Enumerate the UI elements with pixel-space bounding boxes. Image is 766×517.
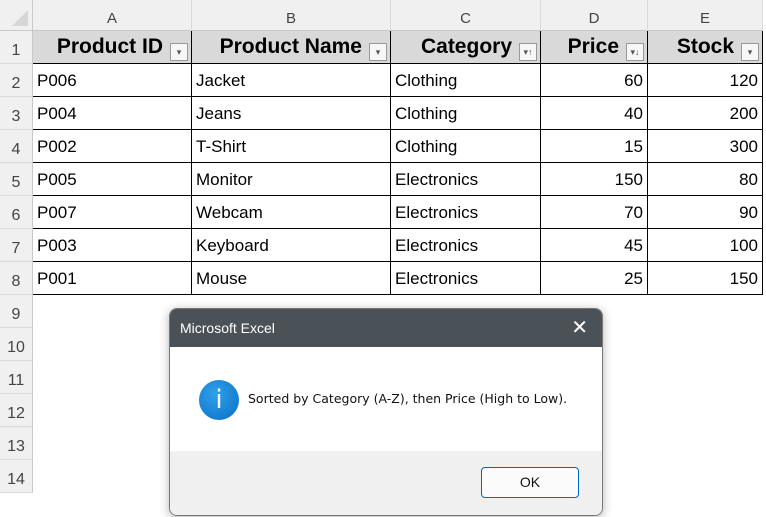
row-header-4[interactable]: 4 bbox=[0, 130, 33, 163]
table-cell[interactable]: Monitor bbox=[192, 163, 391, 196]
row-header-1[interactable]: 1 bbox=[0, 31, 33, 64]
table-cell[interactable]: 100 bbox=[648, 229, 763, 262]
column-header-a[interactable]: A bbox=[33, 0, 192, 31]
header-label: Category bbox=[420, 35, 512, 58]
column-header-d[interactable]: D bbox=[541, 0, 648, 31]
table-cell[interactable]: Electronics bbox=[391, 229, 541, 262]
row-header-3[interactable]: 3 bbox=[0, 97, 33, 130]
dialog-message: Sorted by Category (A-Z), then Price (Hi… bbox=[248, 391, 568, 406]
header-label: Price bbox=[567, 35, 619, 58]
table-cell[interactable]: 90 bbox=[648, 196, 763, 229]
table-cell[interactable]: 200 bbox=[648, 97, 763, 130]
table-cell[interactable]: P005 bbox=[33, 163, 192, 196]
header-label: Product Name bbox=[219, 35, 362, 58]
table-cell[interactable]: Clothing bbox=[391, 130, 541, 163]
table-cell[interactable]: P004 bbox=[33, 97, 192, 130]
table-cell[interactable]: 45 bbox=[541, 229, 648, 262]
close-icon[interactable]: ✕ bbox=[571, 317, 588, 339]
row-header-12[interactable]: 12 bbox=[0, 394, 33, 427]
table-cell[interactable]: P001 bbox=[33, 262, 192, 295]
header-cell[interactable]: Product ID ▾ bbox=[33, 31, 192, 64]
table-cell[interactable]: Electronics bbox=[391, 196, 541, 229]
row-header-14[interactable]: 14 bbox=[0, 460, 33, 493]
table-cell[interactable]: Webcam bbox=[192, 196, 391, 229]
sort-ascending-icon[interactable]: ▾↑ bbox=[519, 43, 537, 61]
header-cell[interactable]: Price ▾↓ bbox=[541, 31, 648, 64]
row-header-8[interactable]: 8 bbox=[0, 262, 33, 295]
table-cell[interactable]: 15 bbox=[541, 130, 648, 163]
row-header-13[interactable]: 13 bbox=[0, 427, 33, 460]
table-cell[interactable]: Clothing bbox=[391, 97, 541, 130]
table-cell[interactable]: 40 bbox=[541, 97, 648, 130]
table-cell[interactable]: T-Shirt bbox=[192, 130, 391, 163]
header-cell[interactable]: Product Name ▾ bbox=[192, 31, 391, 64]
filter-dropdown-icon[interactable]: ▾ bbox=[369, 43, 387, 61]
header-label: Stock bbox=[676, 35, 734, 58]
header-label: Product ID bbox=[56, 35, 163, 58]
row-header-9[interactable]: 9 bbox=[0, 295, 33, 328]
dialog-title: Microsoft Excel bbox=[180, 320, 275, 336]
table-cell[interactable]: Electronics bbox=[391, 262, 541, 295]
info-icon: i bbox=[199, 380, 239, 420]
table-cell[interactable]: 80 bbox=[648, 163, 763, 196]
table-cell[interactable]: 60 bbox=[541, 64, 648, 97]
table-cell[interactable]: Clothing bbox=[391, 64, 541, 97]
table-cell[interactable]: Jacket bbox=[192, 64, 391, 97]
row-header-6[interactable]: 6 bbox=[0, 196, 33, 229]
table-cell[interactable]: Mouse bbox=[192, 262, 391, 295]
filter-dropdown-icon[interactable]: ▾ bbox=[170, 43, 188, 61]
header-cell[interactable]: Stock ▾ bbox=[648, 31, 763, 64]
column-header-e[interactable]: E bbox=[648, 0, 763, 31]
table-cell[interactable]: 150 bbox=[648, 262, 763, 295]
row-header-10[interactable]: 10 bbox=[0, 328, 33, 361]
table-cell[interactable]: Jeans bbox=[192, 97, 391, 130]
row-header-7[interactable]: 7 bbox=[0, 229, 33, 262]
dialog-title-bar: Microsoft Excel ✕ bbox=[170, 309, 602, 347]
table-cell[interactable]: Keyboard bbox=[192, 229, 391, 262]
table-cell[interactable]: Electronics bbox=[391, 163, 541, 196]
select-all-corner[interactable] bbox=[0, 0, 33, 31]
table-cell[interactable]: P002 bbox=[33, 130, 192, 163]
table-cell[interactable]: 300 bbox=[648, 130, 763, 163]
table-cell[interactable]: P006 bbox=[33, 64, 192, 97]
message-dialog: Microsoft Excel ✕ i Sorted by Category (… bbox=[169, 308, 603, 516]
row-header-5[interactable]: 5 bbox=[0, 163, 33, 196]
row-header-11[interactable]: 11 bbox=[0, 361, 33, 394]
ok-button[interactable]: OK bbox=[481, 467, 579, 498]
table-cell[interactable]: 25 bbox=[541, 262, 648, 295]
column-header-b[interactable]: B bbox=[192, 0, 391, 31]
column-header-c[interactable]: C bbox=[391, 0, 541, 31]
header-cell[interactable]: Category ▾↑ bbox=[391, 31, 541, 64]
filter-dropdown-icon[interactable]: ▾ bbox=[741, 43, 759, 61]
table-cell[interactable]: 150 bbox=[541, 163, 648, 196]
table-cell[interactable]: 70 bbox=[541, 196, 648, 229]
row-header-2[interactable]: 2 bbox=[0, 64, 33, 97]
table-cell[interactable]: 120 bbox=[648, 64, 763, 97]
table-cell[interactable]: P003 bbox=[33, 229, 192, 262]
sort-descending-icon[interactable]: ▾↓ bbox=[626, 43, 644, 61]
table-cell[interactable]: P007 bbox=[33, 196, 192, 229]
